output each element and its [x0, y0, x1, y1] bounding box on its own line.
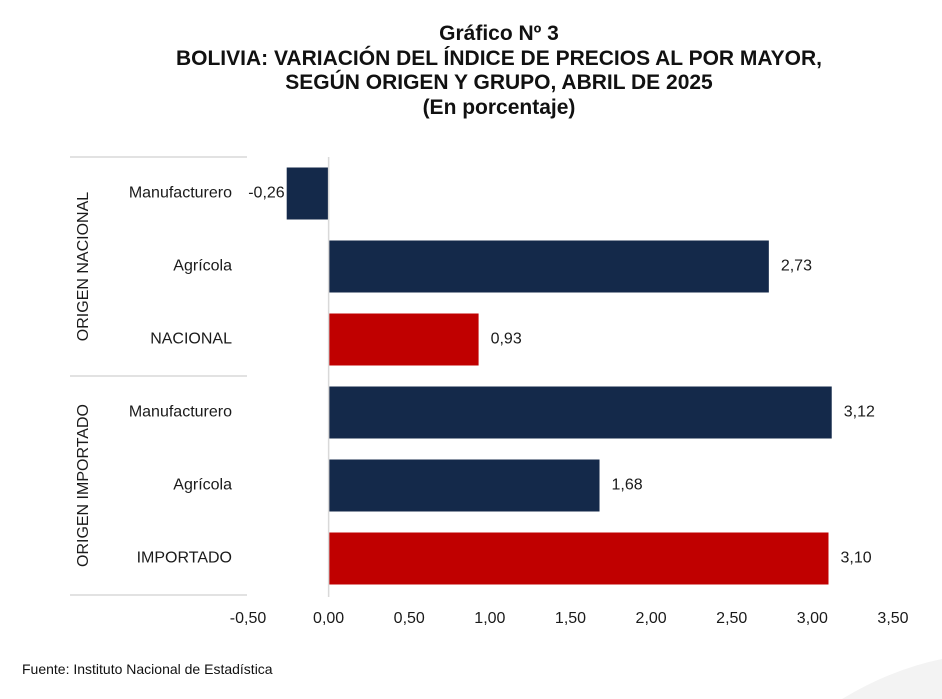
x-tick-label: 3,50 — [877, 610, 908, 627]
x-tick-label: 0,50 — [394, 610, 425, 627]
chart-title: BOLIVIA: VARIACIÓN DEL ÍNDICE DE PRECIOS… — [175, 46, 823, 70]
chart-unit: (En porcentaje) — [422, 95, 576, 119]
source-note: Fuente: Instituto Nacional de Estadístic… — [22, 661, 273, 677]
category-label: Manufacturero — [129, 185, 232, 202]
chart-number: Gráfico Nº 3 — [439, 22, 559, 45]
x-tick-label: 2,50 — [716, 610, 747, 627]
data-label: -0,26 — [248, 185, 285, 202]
data-label: 1,68 — [612, 477, 643, 494]
x-tick-label: 1,00 — [474, 610, 505, 627]
x-tick-label: -0,50 — [230, 610, 267, 627]
x-tick-label: 0,00 — [313, 610, 344, 627]
data-label: 0,93 — [491, 331, 522, 348]
data-label: 3,12 — [844, 404, 875, 421]
category-label: Agrícola — [173, 258, 232, 275]
bar — [328, 386, 832, 439]
x-tick-label: 3,00 — [797, 610, 828, 627]
chart-title-continued: SEGÚN ORIGEN Y GRUPO, ABRIL DE 2025 — [285, 71, 713, 94]
data-label: 2,73 — [781, 258, 812, 275]
bar — [328, 532, 829, 585]
x-tick-label: 1,50 — [555, 610, 586, 627]
x-tick-label: 2,00 — [636, 610, 667, 627]
category-label: Agrícola — [173, 477, 232, 494]
bar — [286, 167, 329, 220]
category-label: IMPORTADO — [137, 550, 232, 567]
category-label: Manufacturero — [129, 404, 232, 421]
group-label: ORIGEN IMPORTADO — [75, 404, 92, 567]
category-label: NACIONAL — [150, 331, 232, 348]
bar — [328, 240, 769, 293]
decorative-corner-swoosh — [842, 659, 942, 699]
group-label: ORIGEN NACIONAL — [75, 192, 92, 341]
bar — [328, 459, 600, 512]
data-label: 3,10 — [841, 550, 872, 567]
bar — [328, 313, 479, 366]
chart-title-block: Gráfico Nº 3 BOLIVIA: VARIACIÓN DEL ÍNDI… — [0, 22, 942, 120]
